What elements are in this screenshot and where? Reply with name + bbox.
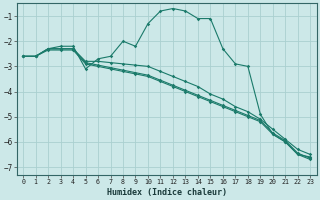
- X-axis label: Humidex (Indice chaleur): Humidex (Indice chaleur): [107, 188, 227, 197]
